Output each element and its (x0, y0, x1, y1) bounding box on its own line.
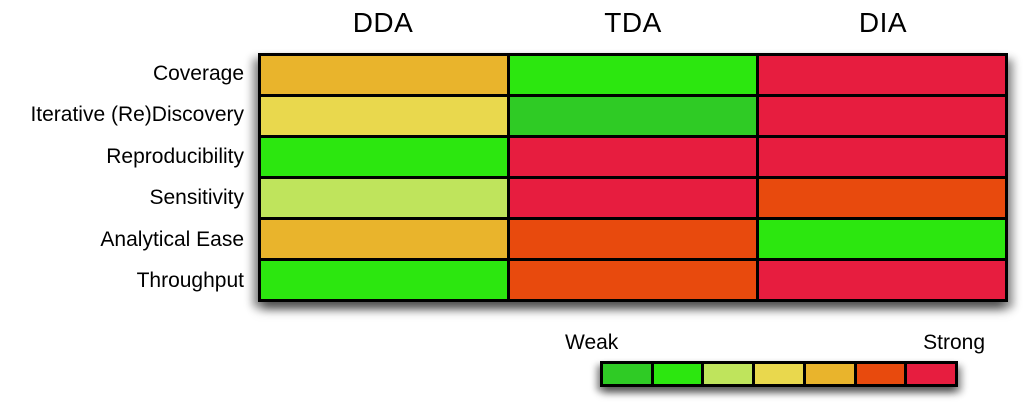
legend-swatch-1 (603, 364, 651, 384)
heatmap-cell-tda-row0 (510, 56, 756, 94)
legend-swatch-5 (805, 364, 854, 384)
heatmap-cell-tda-row4 (510, 220, 756, 258)
legend-swatch-6 (856, 364, 905, 384)
heatmap-cell-tda-row1 (510, 97, 756, 135)
column-header-tda: TDA (604, 7, 662, 38)
row-label-2: Reproducibility (106, 144, 244, 168)
heatmap-cell-dia-row1 (759, 97, 1005, 135)
row-label-3: Sensitivity (149, 186, 244, 210)
heatmap-cell-tda-row3 (510, 179, 756, 217)
legend-swatch-4 (755, 364, 803, 384)
heatmap-cell-dia-row2 (759, 138, 1005, 176)
row-label-4: Analytical Ease (100, 227, 244, 251)
heatmap-cell-tda-row2 (510, 138, 756, 176)
row-label-0: Coverage (152, 61, 244, 85)
legend-weak-label: Weak (565, 331, 619, 354)
heatmap-cell-dda-row3 (261, 179, 507, 217)
column-header-dia: DIA (858, 7, 908, 38)
heatmap-table (258, 53, 1008, 302)
legend-swatch-2 (653, 364, 702, 384)
row-label-5: Throughput (136, 269, 244, 293)
legend-scale (600, 361, 958, 387)
heatmap-cell-dia-row5 (759, 261, 1005, 299)
heatmap-cell-dia-row4 (759, 220, 1005, 258)
column-headers: DDA TDA DIA (258, 2, 1008, 44)
legend-scale-bar (600, 361, 958, 387)
row-labels: Coverage Iterative (Re)Discovery Reproduci… (0, 53, 252, 302)
heatmap-cell-tda-row5 (510, 261, 756, 299)
heatmap-cell-dda-row2 (261, 138, 507, 176)
heatmap-cell-dda-row5 (261, 261, 507, 299)
heatmap-cell-dia-row3 (759, 179, 1005, 217)
column-header-dda: DDA (352, 7, 414, 38)
legend-strong-label: Strong (923, 331, 985, 354)
heatmap-cell-dda-row4 (261, 220, 507, 258)
row-label-1: Iterative (Re)Discovery (30, 103, 244, 127)
heatmap-cell-dia-row0 (759, 56, 1005, 94)
legend-swatch-3 (704, 364, 753, 384)
heatmap-cell-dda-row0 (261, 56, 507, 94)
heatmap-grid (258, 53, 1008, 302)
legend-swatch-7 (907, 364, 955, 384)
legend-labels: Weak Strong (565, 330, 985, 356)
heatmap-cell-dda-row1 (261, 97, 507, 135)
